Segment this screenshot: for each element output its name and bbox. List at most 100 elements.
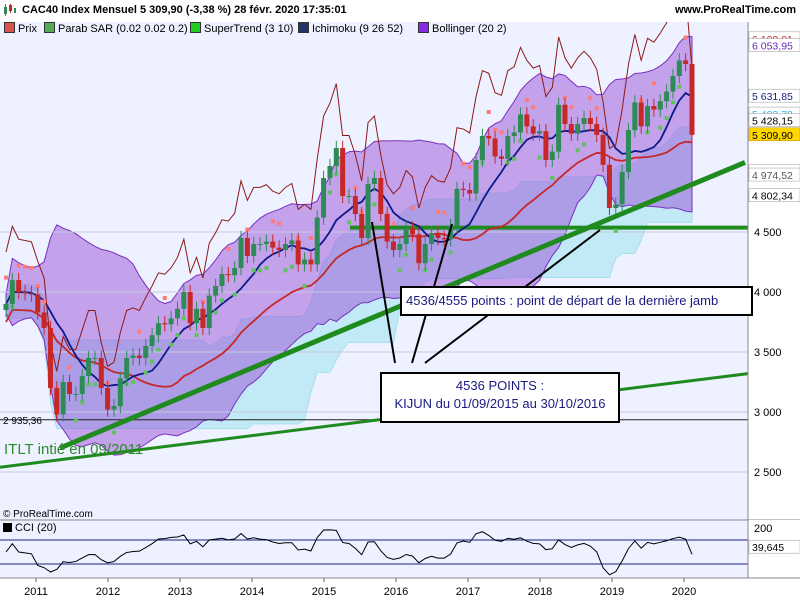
price-label: 5 309,90 xyxy=(752,130,793,142)
candle-body xyxy=(518,114,523,133)
candle-body xyxy=(47,328,53,388)
legend-item-prix[interactable]: Prix xyxy=(4,22,37,36)
sar-dot xyxy=(353,185,358,190)
sar-dot xyxy=(575,148,580,153)
sar-dot xyxy=(486,110,491,114)
sar-dot xyxy=(467,165,472,170)
cci-line xyxy=(5,529,693,576)
sar-dot xyxy=(80,400,85,405)
annotation-box-kijun[interactable]: 4536 POINTS : KIJUN du 01/09/2015 au 30/… xyxy=(380,372,620,423)
sar-dot xyxy=(73,418,78,423)
x-tick-label: 2016 xyxy=(384,586,408,598)
sar-dot xyxy=(67,365,72,370)
candle-body xyxy=(308,259,314,265)
candle-body xyxy=(416,234,422,264)
candle-body xyxy=(429,233,435,244)
sar-dot xyxy=(537,155,542,160)
legend-item-bollinger[interactable]: Bollinger (20 2) xyxy=(418,22,507,36)
candle-body xyxy=(625,130,631,172)
candle-body xyxy=(175,308,180,319)
sar-dot xyxy=(162,296,167,300)
legend-label: Parab SAR (0.02 0.02 0.2) xyxy=(58,23,188,35)
candle-body xyxy=(9,280,15,304)
candle-body xyxy=(397,244,403,250)
candle-body xyxy=(35,294,41,313)
x-tick-label: 2019 xyxy=(600,586,624,598)
candle-body xyxy=(511,132,517,136)
x-tick-label: 2015 xyxy=(312,586,336,598)
sar-dot xyxy=(258,268,263,273)
candle-body xyxy=(619,172,625,205)
legend-item-ichimoku[interactable]: Ichimoku (9 26 52) xyxy=(298,22,403,36)
candle-body xyxy=(594,124,600,135)
candle-body xyxy=(314,217,320,265)
candle-body xyxy=(251,244,257,256)
candle-body xyxy=(155,323,161,336)
itlt-annotation: ITLT intié en 09/2011 xyxy=(4,441,144,458)
y-tick-label: 4 000 xyxy=(754,287,782,299)
sar-dot xyxy=(613,228,618,233)
candle-body xyxy=(606,164,612,208)
x-axis-bg xyxy=(0,578,800,600)
candle-body xyxy=(473,160,479,194)
candle-body xyxy=(479,136,485,160)
price-label: 4 974,52 xyxy=(752,170,793,182)
candle-body xyxy=(28,293,34,295)
sar-dot xyxy=(29,266,34,270)
candle-body xyxy=(676,60,682,76)
y-tick-label: 3 000 xyxy=(754,407,782,419)
candle-body xyxy=(359,214,365,238)
candle-body xyxy=(238,238,244,268)
candle-body xyxy=(270,241,276,248)
candle-body xyxy=(143,346,149,358)
candle-body xyxy=(587,118,593,124)
candle-body xyxy=(187,292,193,324)
candle-body xyxy=(543,131,549,160)
sar-dot xyxy=(289,264,294,269)
cci-value-box xyxy=(748,539,800,554)
sar-dot xyxy=(264,266,269,270)
sar-dot xyxy=(429,257,434,262)
x-tick-label: 2012 xyxy=(96,586,120,598)
sar-dot xyxy=(283,268,288,273)
price-label: 6 053,95 xyxy=(752,41,793,53)
sar-dot xyxy=(86,382,91,387)
candle-body xyxy=(105,388,111,410)
legend-swatch xyxy=(4,22,15,33)
candle-body xyxy=(410,228,416,235)
sar-dot xyxy=(569,105,574,110)
brand-link[interactable]: www.ProRealTime.com xyxy=(674,4,796,16)
sar-dot xyxy=(245,227,250,232)
copyright: © ProRealTime.com xyxy=(3,509,93,520)
sar-dot xyxy=(664,116,669,120)
sar-dot xyxy=(327,190,332,195)
candle-body xyxy=(98,358,104,388)
candle-body xyxy=(213,286,219,296)
legend-item-sar[interactable]: Parab SAR (0.02 0.02 0.2) xyxy=(44,22,188,36)
sar-dot xyxy=(651,81,656,86)
candle-body xyxy=(67,382,73,394)
price-label-box xyxy=(748,113,800,127)
candle-body xyxy=(670,76,676,92)
sar-dot xyxy=(372,202,377,207)
candle-body xyxy=(257,244,263,245)
sar-dot xyxy=(677,84,682,89)
sar-dot xyxy=(23,264,28,269)
annotation-line-2: KIJUN du 01/09/2015 au 30/10/2016 xyxy=(394,396,606,411)
sar-dot xyxy=(4,275,8,280)
candle-body xyxy=(562,104,568,124)
annotation-box-start-leg[interactable]: 4536/4555 points : point de départ de la… xyxy=(400,286,753,316)
candle-body xyxy=(282,244,288,250)
legend-item-supertrend[interactable]: SuperTrend (3 10) xyxy=(190,22,293,36)
sar-dot xyxy=(226,246,231,251)
candle-body xyxy=(371,178,377,184)
price-label-box xyxy=(748,88,800,103)
legend-swatch xyxy=(418,22,429,33)
candle-body xyxy=(537,131,543,134)
sar-dot xyxy=(391,221,396,226)
x-tick-label: 2013 xyxy=(168,586,192,598)
price-label: 5 631,85 xyxy=(752,91,793,103)
candle-body xyxy=(276,247,282,250)
candle-body xyxy=(390,241,396,250)
